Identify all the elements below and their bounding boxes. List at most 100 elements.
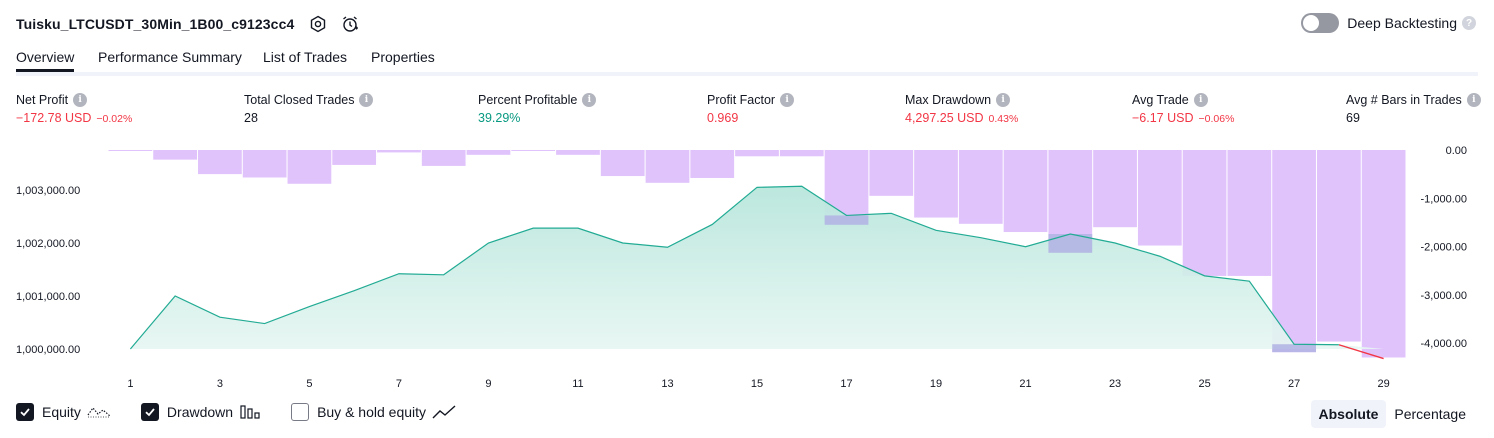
- metric-avg-bars-in-trades: Avg # Bars in Trades i 69: [1346, 93, 1481, 125]
- drawdown-bar: [1093, 150, 1137, 228]
- metric-label: Profit Factor: [707, 93, 776, 107]
- equity-drawdown-chart[interactable]: 1,000,000.00 1,001,000.00 1,002,000.00 1,00…: [0, 140, 1494, 398]
- left-axis-tick-label: 1,000,000.00: [16, 344, 80, 356]
- drawdown-bar: [1137, 150, 1182, 246]
- metric-net-profit: Net Profit i −172.78 USD −0.02%: [16, 93, 132, 125]
- deep-backtesting-label: Deep Backtesting: [1347, 15, 1457, 31]
- deep-backtesting-toggle[interactable]: [1301, 13, 1340, 33]
- right-axis-tick-label: 0.00: [1446, 145, 1467, 157]
- tab-list-of-trades[interactable]: List of Trades: [263, 49, 348, 65]
- x-axis-tick-label: 27: [1288, 378, 1300, 390]
- right-axis-tick-label: -4,000.00: [1421, 338, 1467, 350]
- legend-drawdown[interactable]: Drawdown: [140, 403, 261, 421]
- metric-value: −172.78 USD: [16, 111, 92, 125]
- metric-percent-profitable: Percent Profitable i 39.29%: [478, 93, 597, 125]
- drawdown-overlap-bar: [824, 215, 869, 225]
- legend-buy-hold-equity[interactable]: Buy & hold equity: [291, 403, 456, 421]
- drawdown-bar: [377, 150, 421, 153]
- metric-profit-factor: Profit Factor i 0.969: [707, 93, 795, 125]
- metric-value: 0.969: [707, 111, 739, 125]
- right-axis-tick-label: -3,000.00: [1421, 290, 1467, 302]
- metric-label: Net Profit: [16, 93, 69, 107]
- metric-total-closed-trades: Total Closed Trades i 28: [244, 93, 374, 125]
- equity-area: [130, 186, 1384, 349]
- x-axis-tick-label: 19: [930, 378, 942, 390]
- drawdown-bar: [735, 150, 779, 157]
- metric-value: 69: [1346, 111, 1360, 125]
- info-icon[interactable]: i: [582, 93, 597, 107]
- right-axis-tick-label: -2,000.00: [1421, 242, 1467, 254]
- metric-value: 39.29%: [478, 111, 521, 125]
- drawdown-bar: [287, 150, 332, 184]
- drawdown-bar: [1361, 150, 1406, 358]
- equity-line: [129, 185, 1339, 350]
- equity-line-below-initial: [1338, 344, 1384, 360]
- info-icon[interactable]: i: [1193, 93, 1208, 107]
- x-axis-tick-label: 13: [661, 378, 673, 390]
- drawdown-bar: [556, 150, 600, 155]
- checkbox-unchecked-icon[interactable]: [291, 403, 310, 421]
- info-icon[interactable]: i: [359, 93, 374, 107]
- legend-equity[interactable]: Equity: [16, 403, 111, 421]
- info-icon[interactable]: i: [1466, 93, 1481, 107]
- tab-performance-summary[interactable]: Performance Summary: [98, 49, 242, 65]
- gear-icon[interactable]: [308, 14, 328, 34]
- value-mode-switch: Absolute Percentage: [1310, 400, 1475, 428]
- drawdown-bar: [153, 150, 198, 160]
- x-axis-tick-label: 3: [217, 378, 223, 390]
- metric-value: 4,297.25 USD: [905, 111, 984, 125]
- metric-percent: 0.43%: [988, 113, 1019, 125]
- drawdown-bar: [1227, 150, 1272, 276]
- drawdown-bar: [332, 150, 377, 165]
- info-icon[interactable]: i: [73, 93, 88, 107]
- drawdown-bar: [645, 150, 690, 183]
- drawdown-bars-icon: [239, 404, 261, 420]
- buy-hold-line-icon: [432, 404, 456, 420]
- drawdown-bar: [242, 150, 287, 178]
- info-icon[interactable]: i: [780, 93, 795, 107]
- left-axis-tick-label: 1,003,000.00: [16, 185, 80, 197]
- drawdown-bar: [869, 150, 914, 196]
- x-axis-tick-label: 7: [396, 378, 402, 390]
- tab-overview[interactable]: Overview: [16, 44, 75, 72]
- mode-percentage-button[interactable]: Percentage: [1394, 406, 1466, 422]
- drawdown-bar: [466, 150, 511, 155]
- deep-backtesting: Deep Backtesting ?: [1301, 13, 1476, 33]
- drawdown-bar: [690, 150, 735, 178]
- chart-legend: Equity Drawdown Buy & hold equity: [16, 403, 486, 421]
- x-axis-tick-label: 21: [1019, 378, 1031, 390]
- tab-bar: Overview Performance Summary List of Tra…: [16, 44, 1478, 76]
- metric-label: Avg # Bars in Trades: [1346, 93, 1462, 107]
- tab-properties[interactable]: Properties: [371, 49, 435, 65]
- drawdown-bar: [198, 150, 242, 175]
- drawdown-bar: [1272, 150, 1316, 353]
- drawdown-bar: [1316, 150, 1361, 342]
- metric-label: Avg Trade: [1132, 93, 1189, 107]
- equity-line-icon: [87, 405, 111, 419]
- metric-percent: −0.06%: [1198, 113, 1235, 125]
- info-icon[interactable]: i: [996, 93, 1011, 107]
- metric-label: Total Closed Trades: [244, 93, 355, 107]
- metric-label: Percent Profitable: [478, 93, 578, 107]
- drawdown-bar: [600, 150, 645, 177]
- drawdown-bar: [958, 150, 1003, 224]
- x-axis-tick-label: 25: [1198, 378, 1210, 390]
- checkbox-checked-icon[interactable]: [140, 403, 159, 421]
- x-axis-tick-label: 1: [127, 378, 133, 390]
- x-axis-tick-label: 23: [1109, 378, 1121, 390]
- x-axis-tick-label: 15: [751, 378, 763, 390]
- left-axis-tick-label: 1,001,000.00: [16, 291, 80, 303]
- x-axis-tick-label: 9: [485, 378, 491, 390]
- drawdown-bar: [1182, 150, 1227, 276]
- alarm-clock-icon[interactable]: [340, 14, 360, 34]
- drawdown-bar: [1003, 150, 1048, 233]
- metric-max-drawdown: Max Drawdown i 4,297.25 USD 0.43%: [905, 93, 1018, 125]
- checkbox-checked-icon[interactable]: [16, 403, 34, 421]
- x-axis-tick-label: 11: [572, 378, 583, 390]
- help-icon[interactable]: ?: [1462, 16, 1476, 30]
- drawdown-overlap-bar: [1048, 233, 1093, 253]
- legend-label: Buy & hold equity: [317, 404, 427, 420]
- metric-percent: −0.02%: [96, 113, 133, 125]
- mode-absolute-button[interactable]: Absolute: [1310, 400, 1387, 428]
- x-axis-tick-label: 5: [306, 378, 312, 390]
